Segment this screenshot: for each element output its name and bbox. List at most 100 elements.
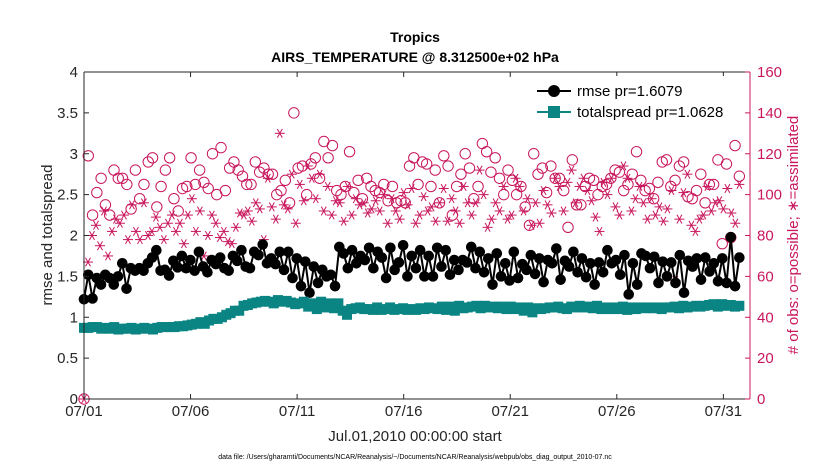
rmse-marker	[504, 275, 515, 286]
possible-obs-marker	[129, 164, 142, 176]
rmse-marker	[308, 261, 320, 272]
assimilated-obs-marker	[366, 204, 377, 214]
x-tick-label: 07/01	[65, 403, 103, 420]
possible-obs-marker	[502, 164, 514, 176]
assimilated-obs-marker	[94, 241, 105, 251]
possible-obs-marker	[202, 182, 214, 195]
assimilated-obs-marker	[482, 222, 493, 232]
y2-tick-label: 0	[757, 391, 765, 408]
rmse-marker	[631, 279, 643, 290]
assimilated-obs-marker	[130, 226, 141, 237]
assimilated-obs-marker	[218, 226, 229, 237]
assimilated-obs-marker	[426, 202, 437, 212]
assimilated-obs-marker	[182, 210, 193, 220]
rmse-marker	[465, 241, 477, 253]
rmse-marker	[695, 274, 707, 285]
assimilated-obs-marker	[502, 214, 513, 224]
rmse-marker	[568, 246, 579, 258]
rmse-marker	[282, 246, 294, 258]
assimilated-obs-marker	[286, 169, 297, 179]
rmse-marker	[593, 257, 605, 268]
rmse-marker	[538, 276, 549, 288]
totalspread-marker	[307, 298, 318, 309]
rmse-marker	[614, 269, 626, 281]
possible-obs-marker	[532, 168, 544, 180]
possible-obs-marker	[365, 180, 377, 193]
possible-obs-marker	[733, 170, 746, 182]
chart-subtitle: AIRS_TEMPERATURE @ 8.312500e+02 hPa	[271, 49, 559, 65]
rmse-marker	[576, 253, 588, 264]
rmse-marker	[602, 244, 613, 256]
assimilated-obs-marker	[302, 161, 313, 171]
possible-obs-marker	[348, 186, 360, 199]
assimilated-obs-marker	[658, 216, 669, 226]
legend: rmse pr=1.6079 totalspread pr=1.0628	[531, 76, 742, 122]
rmse-marker	[585, 257, 596, 269]
rmse-marker	[82, 269, 94, 281]
assimilated-obs-marker	[106, 226, 117, 237]
assimilated-obs-marker	[186, 194, 197, 204]
assimilated-obs-marker	[334, 198, 345, 208]
possible-obs-marker	[215, 141, 227, 154]
rmse-marker	[185, 254, 196, 266]
possible-obs-marker	[86, 209, 99, 221]
possible-obs-marker	[245, 178, 257, 191]
rmse-marker	[380, 272, 392, 284]
assimilated-obs-marker	[178, 239, 189, 249]
data-file-note: data file: /Users/gharamti/Documents/NCA…	[218, 454, 612, 461]
rmse-marker	[295, 280, 307, 292]
possible-obs-marker	[193, 164, 206, 176]
assimilated-obs-marker	[154, 222, 165, 232]
possible-obs-marker	[258, 162, 270, 174]
rmse-marker	[363, 242, 375, 254]
possible-obs-marker	[301, 188, 313, 201]
possible-obs-marker	[305, 158, 317, 170]
assimilated-obs-marker	[210, 218, 221, 228]
assimilated-obs-marker	[166, 210, 177, 220]
assimilated-obs-marker	[102, 251, 113, 261]
possible-obs-marker	[669, 174, 681, 187]
rmse-marker	[512, 272, 524, 284]
possible-obs-marker	[480, 146, 493, 158]
possible-obs-marker	[506, 174, 519, 187]
rmse-marker	[534, 253, 545, 264]
assimilated-obs-marker	[634, 181, 645, 192]
assimilated-obs-marker	[622, 173, 633, 183]
rmse-marker	[299, 256, 311, 267]
assimilated-obs-marker	[270, 214, 281, 224]
possible-obs-marker	[378, 178, 390, 191]
legend-rmse-marker	[548, 85, 560, 97]
rmse-marker	[734, 252, 745, 263]
rmse-marker	[312, 277, 324, 289]
possible-obs-marker	[168, 193, 180, 205]
assimilated-obs-marker	[278, 200, 289, 210]
assimilated-obs-marker	[114, 218, 125, 228]
possible-obs-marker	[613, 166, 626, 178]
rmse-marker	[644, 262, 656, 274]
assimilated-obs-marker	[322, 181, 333, 192]
possible-obs-marker	[352, 174, 364, 187]
assimilated-obs-marker	[494, 206, 505, 216]
possible-obs-marker	[630, 146, 643, 158]
assimilated-obs-marker	[486, 214, 497, 224]
assimilated-obs-marker	[726, 208, 737, 218]
assimilated-obs-marker	[382, 218, 393, 228]
assimilated-obs-marker	[666, 185, 677, 196]
rmse-marker	[725, 231, 737, 243]
assimilated-obs-marker	[326, 210, 337, 220]
totalspread-marker	[311, 304, 322, 315]
assimilated-obs-marker	[642, 214, 653, 224]
legend-totalspread-marker	[548, 106, 560, 118]
rmse-marker	[482, 253, 494, 264]
assimilated-obs-marker	[454, 218, 465, 228]
rmse-marker	[648, 251, 660, 263]
x-tick-label: 07/21	[491, 403, 529, 420]
rmse-marker	[189, 265, 200, 276]
chart-title: Tropics	[390, 29, 440, 45]
assimilated-obs-marker	[398, 187, 409, 198]
possible-obs-marker	[540, 186, 553, 199]
assimilated-obs-marker	[338, 216, 349, 226]
assimilated-obs-marker	[722, 183, 733, 194]
assimilated-obs-marker	[438, 183, 449, 194]
rmse-marker	[461, 257, 473, 268]
